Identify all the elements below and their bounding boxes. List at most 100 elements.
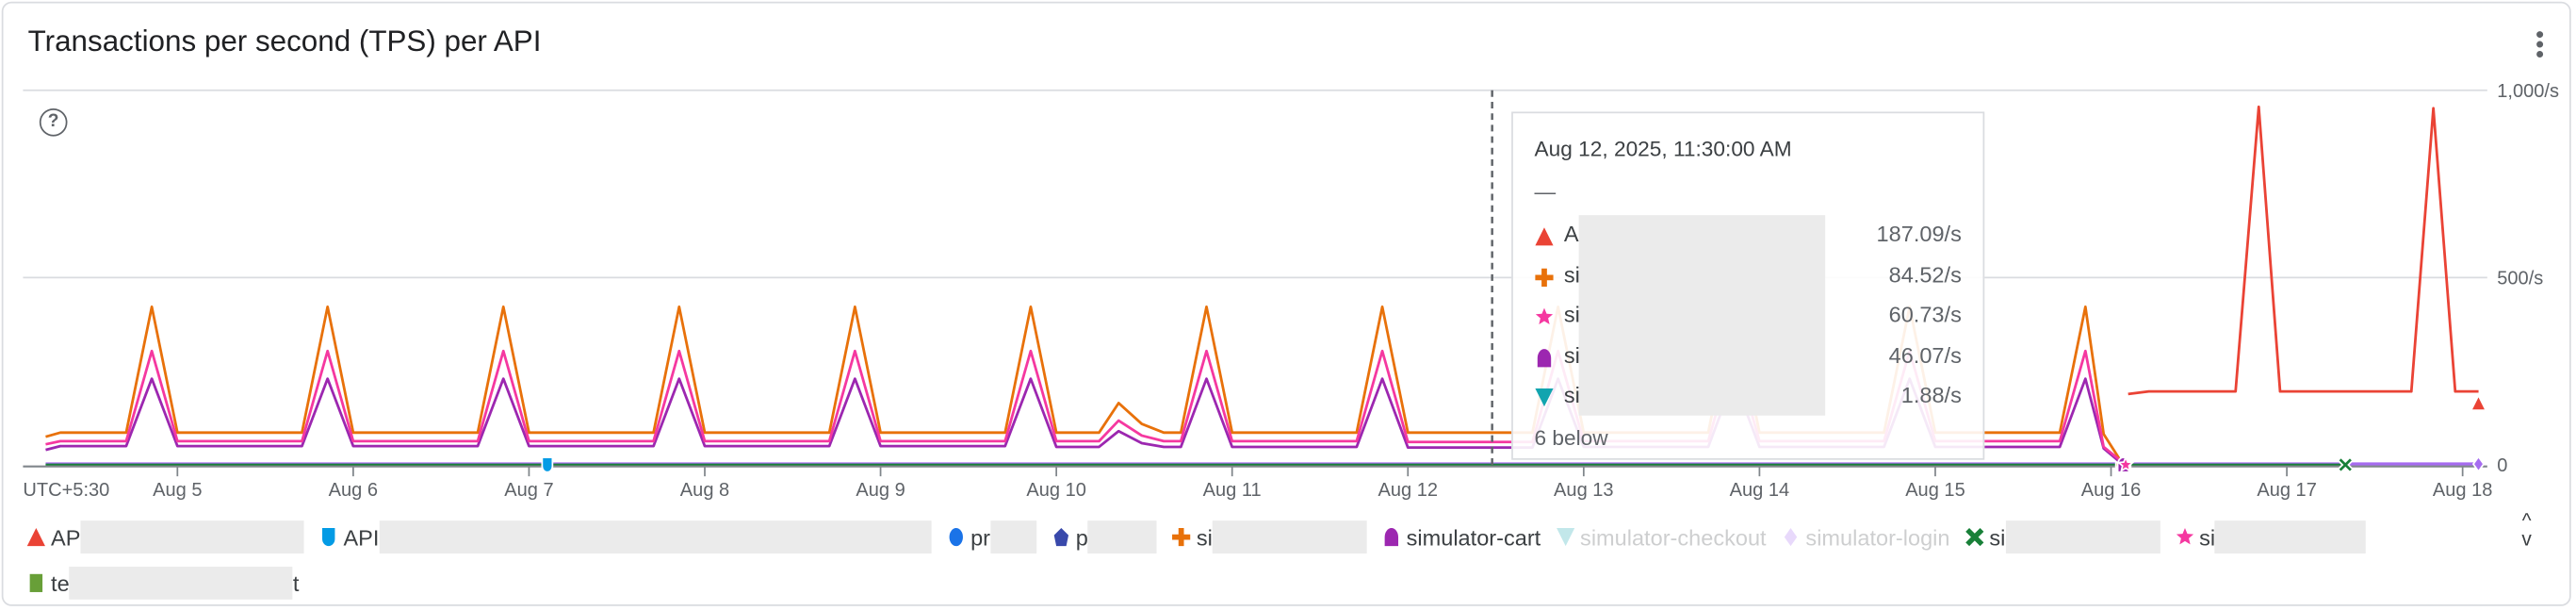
redacted-label <box>1087 520 1158 554</box>
tooltip-dash: — <box>1534 178 1557 204</box>
redacted-label <box>379 520 932 554</box>
y-tick-label: 0 <box>2497 455 2507 476</box>
tooltip-row: si 1.88/s <box>1535 379 1962 412</box>
diamond-icon-shape <box>1785 528 1798 547</box>
bullet-icon <box>1384 528 1399 547</box>
legend-expand-toggle[interactable]: ^ v <box>2514 508 2540 554</box>
legend-item[interactable]: si <box>2175 520 2367 554</box>
pentagon-icon-shape <box>1053 528 1068 547</box>
legend-item[interactable]: simulator-checkout <box>1556 525 1767 550</box>
legend-item[interactable]: pr <box>946 520 1036 554</box>
y-tick-label: 500/s <box>2497 268 2543 289</box>
series-line[interactable] <box>2128 105 2479 396</box>
legend-label: si <box>2199 524 2216 550</box>
tooltip-date: Aug 12, 2025, 11:30:00 AM <box>1534 136 1792 161</box>
tps-line-chart[interactable]: 0 500/s 1,000/s Aug 5 Aug 6 Aug 7 Aug 8 Aug 9 Au… <box>3 3 2576 515</box>
square-icon-shape <box>29 573 43 592</box>
series-end-marker <box>2471 454 2486 473</box>
legend-label: simulator-checkout <box>1580 524 1767 550</box>
legend-item[interactable]: p <box>1052 520 1158 554</box>
shield-icon <box>322 528 335 547</box>
x-icon-shape <box>1965 528 1984 547</box>
x-tick-label: Aug 12 <box>1378 480 1438 501</box>
x-tick-label: Aug 10 <box>1026 480 1086 501</box>
tooltip-series-value: 84.52/s <box>1888 261 1962 287</box>
redacted-label <box>80 520 304 554</box>
plus-icon-shape <box>1172 528 1191 547</box>
legend-item[interactable]: simulator-login <box>1781 524 1950 550</box>
redacted-label <box>990 520 1036 554</box>
legend-item[interactable]: API <box>318 520 932 554</box>
down-triangle-icon <box>1556 528 1574 547</box>
shield-icon-shape <box>322 528 335 547</box>
pentagon-icon <box>1053 528 1068 547</box>
redacted-label <box>2005 520 2160 554</box>
legend-item[interactable]: simulator-cart <box>1381 525 1541 550</box>
circle-icon-shape <box>949 528 963 547</box>
legend-row: AP API pr p si simulator-cart simulator-checko… <box>26 519 2490 554</box>
x-tick-label: Aug 15 <box>1905 480 1965 501</box>
star-icon <box>1535 307 1554 324</box>
tooltip-series-name: si <box>1563 382 1580 407</box>
triangle-icon-shape <box>1535 227 1554 246</box>
legend-item[interactable]: AP <box>26 520 304 554</box>
x-tick-label: Aug 11 <box>1203 480 1262 501</box>
bullet-icon-shape <box>1537 348 1552 367</box>
plus-icon <box>1172 528 1191 547</box>
bullet-icon <box>1537 348 1552 367</box>
tooltip-row: si 60.73/s <box>1535 299 1962 332</box>
x-tick-label: Aug 6 <box>329 480 378 501</box>
chevron-down-icon: v <box>2521 527 2532 551</box>
x-tick-label: Aug 16 <box>2081 480 2142 501</box>
x-icon <box>1965 528 1984 547</box>
legend-item[interactable]: si <box>1172 520 1367 554</box>
tooltip-series-value: 46.07/s <box>1888 342 1962 368</box>
down-triangle-icon <box>1535 388 1554 407</box>
down-triangle-icon-shape <box>1535 388 1554 407</box>
x-tick-label: Aug 8 <box>680 480 729 501</box>
triangle-icon <box>26 528 45 547</box>
tooltip-row: si 46.07/s <box>1535 339 1962 372</box>
tooltip-series-value: 60.73/s <box>1888 302 1962 327</box>
legend-label: si <box>1196 524 1213 550</box>
bullet-icon-shape <box>1384 528 1399 547</box>
triangle-icon <box>1535 227 1554 246</box>
more-vert-icon[interactable] <box>2530 28 2550 64</box>
series-end-marker <box>2337 455 2355 474</box>
chevron-up-icon: ^ <box>2521 508 2532 533</box>
redacted-label <box>69 566 293 600</box>
x-tick-label: Aug 7 <box>504 480 553 501</box>
legend-item[interactable]: si <box>1965 520 2160 554</box>
tooltip-series-value: 187.09/s <box>1876 222 1962 247</box>
timezone-label: UTC+5:30 <box>23 480 109 501</box>
down-triangle-icon-shape <box>1556 528 1574 547</box>
legend-label: pr <box>970 524 991 550</box>
triangle-icon-shape <box>26 528 45 547</box>
legend-label: AP <box>51 524 81 550</box>
x-tick-label: Aug 5 <box>153 480 202 501</box>
legend-item[interactable]: te t <box>26 566 299 600</box>
y-tick-label: 1,000/s <box>2497 81 2559 102</box>
help-circle-icon[interactable]: ? <box>39 107 68 137</box>
x-tick-label: Aug 13 <box>1554 480 1614 501</box>
series-end-marker <box>2470 393 2487 412</box>
hover-tooltip: Aug 12, 2025, 11:30:00 AM — A 187.09/s si 8… <box>1511 111 1985 460</box>
star-icon-shape <box>1535 307 1554 324</box>
legend-label: simulator-login <box>1805 524 1950 550</box>
legend-row: te t <box>26 565 2490 601</box>
circle-icon <box>949 528 963 547</box>
tooltip-series-value: 1.88/s <box>1900 382 1962 407</box>
tooltip-series-name: si <box>1563 342 1580 368</box>
star-icon-shape <box>2176 528 2193 545</box>
redacted-label <box>2215 520 2367 554</box>
plus-icon <box>1535 267 1554 287</box>
tooltip-series-name: A <box>1563 222 1579 247</box>
x-tick-label: Aug 14 <box>1730 480 1790 501</box>
tooltip-row: si 84.52/s <box>1535 258 1962 291</box>
x-tick-label: Aug 17 <box>2257 480 2317 501</box>
series-end-marker <box>2116 454 2135 473</box>
legend-label: te <box>51 570 70 596</box>
x-tick-label: Aug 9 <box>856 480 905 501</box>
chart-legend: AP API pr p si simulator-cart simulator-checko… <box>26 519 2490 611</box>
